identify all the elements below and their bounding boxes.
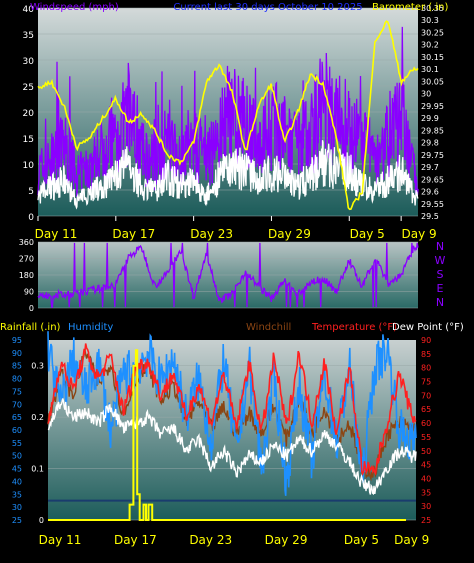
barometer-tick-label: 30.1 xyxy=(421,65,439,74)
rainfall-tick-label: 0.3 xyxy=(31,362,44,371)
barometer-tick-label: 30.15 xyxy=(421,53,444,62)
humidity-tick-label: 70 xyxy=(12,400,22,409)
rainfall-tick-label: 0 xyxy=(39,516,44,525)
series-temperature xyxy=(47,343,417,477)
wind-tick-label: 15 xyxy=(23,135,34,145)
wind-x-tick-label: Day 5 xyxy=(350,227,385,241)
wind-tick-label: 10 xyxy=(23,161,35,171)
temperature-tick-label: 90 xyxy=(421,336,431,345)
barometer-tick-label: 29.7 xyxy=(421,163,439,172)
windspeed-axis-title: Windspeed (mph) xyxy=(30,2,119,13)
compass-label: N xyxy=(436,240,444,253)
chart-title: Current last 30 days October 10 2025 xyxy=(173,2,362,13)
rainfall-tick-label: 0.1 xyxy=(31,465,44,474)
humidity-axis-title: Humidity xyxy=(68,322,113,333)
barometer-tick-label: 29.55 xyxy=(421,200,444,209)
direction-tick-label: 0 xyxy=(29,304,34,313)
humidity-tick-label: 45 xyxy=(12,465,22,474)
humidity-tick-label: 25 xyxy=(12,516,22,525)
direction-tick-label: 180 xyxy=(19,271,34,280)
series-windspeed xyxy=(37,26,419,198)
humidity-tick-label: 40 xyxy=(12,477,22,486)
temperature-tick-label: 45 xyxy=(421,461,431,470)
humidity-tick-label: 60 xyxy=(12,426,22,435)
series-wind-direction xyxy=(37,242,419,308)
barometer-tick-label: 30.05 xyxy=(421,77,444,86)
wind-tick-label: 20 xyxy=(23,109,35,119)
humidity-tick-label: 95 xyxy=(12,336,22,345)
barometer-tick-label: 29.8 xyxy=(421,139,439,148)
humidity-tick-label: 75 xyxy=(12,387,22,396)
temp-x-tick-label: Day 23 xyxy=(189,533,232,547)
wind-x-tick-label: Day 17 xyxy=(112,227,155,241)
temp-x-tick-label: Day 9 xyxy=(394,533,429,547)
series-rainfall xyxy=(48,349,406,521)
wind-tick-label: 35 xyxy=(23,31,34,41)
barometer-tick-label: 30.35 xyxy=(421,4,444,13)
temperature-tick-label: 80 xyxy=(421,364,431,373)
barometer-tick-label: 29.9 xyxy=(421,114,439,123)
windchill-axis-title: Windchill xyxy=(246,322,291,333)
temperature-tick-label: 30 xyxy=(421,502,431,511)
humidity-tick-label: 35 xyxy=(12,490,22,499)
wind-x-tick-label: Day 11 xyxy=(35,227,78,241)
wind-tick-label: 30 xyxy=(23,57,35,67)
humidity-tick-label: 55 xyxy=(12,439,22,448)
wind-tick-label: 5 xyxy=(28,187,34,197)
humidity-tick-label: 90 xyxy=(12,349,22,358)
humidity-tick-label: 65 xyxy=(12,413,22,422)
compass-label: E xyxy=(437,282,444,295)
temp-x-tick-label: Day 29 xyxy=(265,533,308,547)
temperature-axis-title: Temperature (°F) xyxy=(311,322,397,333)
series-gust xyxy=(37,140,419,210)
wind-tick-label: 40 xyxy=(23,5,35,15)
barometer-axis-title: Barometer (.in) xyxy=(372,2,448,13)
series-barometer xyxy=(37,20,419,211)
barometer-tick-label: 29.85 xyxy=(421,126,444,135)
temp-x-tick-label: Day 11 xyxy=(39,533,82,547)
temperature-tick-label: 70 xyxy=(421,391,431,400)
barometer-tick-label: 29.5 xyxy=(421,212,439,221)
temperature-tick-label: 50 xyxy=(421,447,431,456)
temperature-tick-label: 75 xyxy=(421,378,431,387)
barometer-tick-label: 30.25 xyxy=(421,28,444,37)
barometer-tick-label: 30.3 xyxy=(421,16,439,25)
temperature-tick-label: 85 xyxy=(421,350,431,359)
direction-tick-label: 90 xyxy=(24,288,34,297)
direction-tick-label: 270 xyxy=(19,255,34,264)
compass-label: N xyxy=(436,296,444,309)
humidity-tick-label: 85 xyxy=(12,362,22,371)
barometer-tick-label: 29.6 xyxy=(421,188,439,197)
compass-label: S xyxy=(437,268,444,281)
temp-x-tick-label: Day 5 xyxy=(344,533,379,547)
temperature-tick-label: 60 xyxy=(421,419,431,428)
temperature-tick-label: 65 xyxy=(421,405,431,414)
barometer-tick-label: 29.95 xyxy=(421,102,444,111)
rainfall-tick-label: 0.2 xyxy=(31,413,44,422)
wind-x-tick-label: Day 29 xyxy=(268,227,311,241)
compass-label: W xyxy=(435,254,446,267)
barometer-tick-label: 30 xyxy=(421,90,431,99)
humidity-tick-label: 50 xyxy=(12,452,22,461)
barometer-tick-label: 30.2 xyxy=(421,41,439,50)
humidity-tick-label: 30 xyxy=(12,503,22,512)
temp-x-tick-label: Day 17 xyxy=(114,533,157,547)
humidity-tick-label: 80 xyxy=(12,375,22,384)
rainfall-axis-title: Rainfall (.in) xyxy=(0,322,61,333)
direction-tick-label: 360 xyxy=(19,238,34,247)
temperature-tick-label: 40 xyxy=(421,474,431,483)
wind-tick-label: 0 xyxy=(28,213,34,223)
wind-x-tick-label: Day 23 xyxy=(190,227,233,241)
series-dewpoint xyxy=(47,398,417,496)
dewpoint-axis-title: Dew Point (°F) xyxy=(392,322,464,333)
temperature-tick-label: 35 xyxy=(421,488,431,497)
series-humidity xyxy=(47,331,417,496)
wind-tick-label: 25 xyxy=(23,83,34,93)
wind-x-tick-label: Day 9 xyxy=(402,227,437,241)
temperature-tick-label: 55 xyxy=(421,433,431,442)
barometer-tick-label: 29.65 xyxy=(421,175,444,184)
temperature-tick-label: 25 xyxy=(421,516,431,525)
barometer-tick-label: 29.75 xyxy=(421,151,444,160)
